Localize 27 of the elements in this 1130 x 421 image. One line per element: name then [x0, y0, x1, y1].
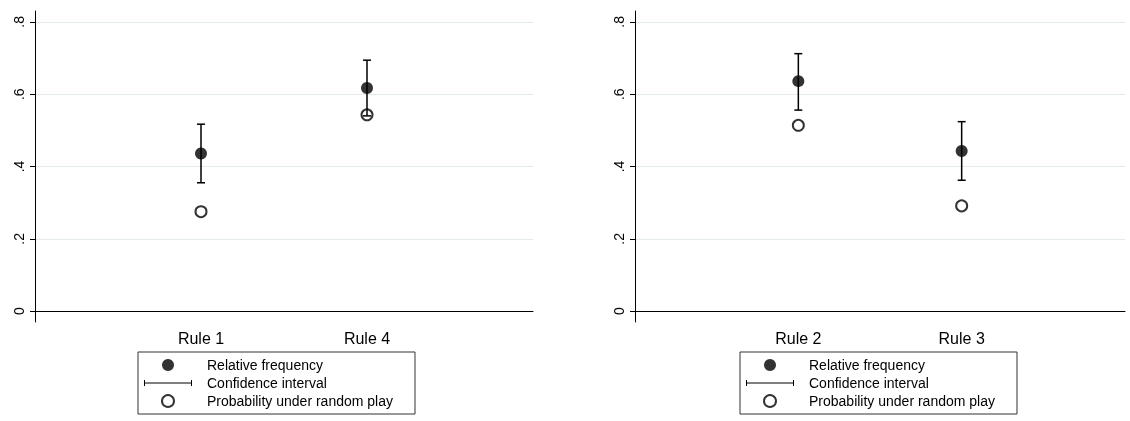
legend-label: Relative frequency [207, 357, 323, 373]
point [955, 144, 968, 157]
y-tick-label: 0 [11, 307, 27, 316]
point [791, 118, 805, 132]
x-tick-label: Rule 2 [775, 329, 822, 347]
legend-label: Probability under random play [809, 393, 995, 409]
text: Confidence interval [809, 375, 929, 391]
x-tick-label: Rule 1 [177, 329, 225, 347]
y-tick-label: 0 [611, 307, 627, 316]
point [194, 205, 208, 219]
y-tick-label: .8 [611, 15, 627, 28]
legend-label: Probability under random play [207, 393, 393, 409]
point [792, 75, 805, 88]
y-tick-label: .6 [611, 88, 627, 101]
point [361, 82, 373, 95]
y-tick-label: .4 [11, 160, 27, 173]
y-tick-label: .2 [11, 232, 27, 245]
y-tick-label: .2 [611, 232, 627, 245]
y-tick-label: .4 [611, 160, 627, 173]
point [955, 199, 969, 213]
y-tick-label: .6 [11, 88, 27, 101]
x-tick-label: Rule 3 [938, 329, 985, 347]
y-tick-label: .8 [11, 15, 27, 28]
point [195, 147, 207, 160]
legend-label: Relative frequency [809, 357, 925, 373]
x-tick-label: Rule 4 [343, 329, 391, 347]
text: Confidence interval [207, 375, 327, 391]
